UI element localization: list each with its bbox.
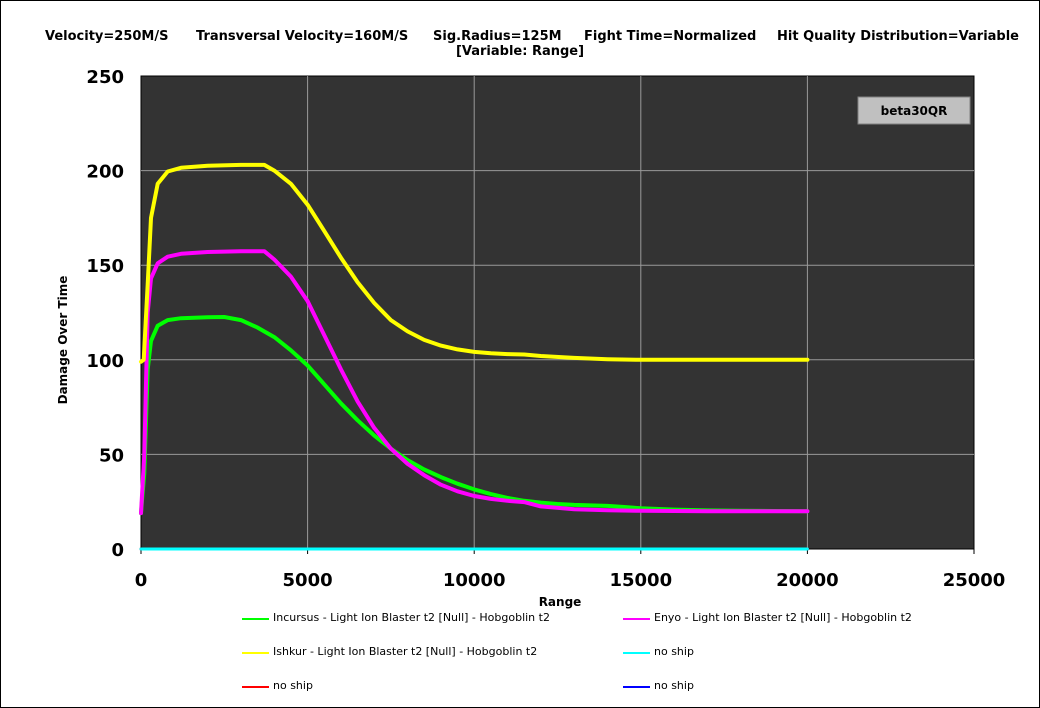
- x-tick-label: 15000: [609, 570, 672, 591]
- header-velocity: Velocity=250M/S: [45, 29, 169, 44]
- y-axis-label: Damage Over Time: [56, 276, 70, 405]
- legend-swatch: [623, 618, 650, 620]
- y-tick-label: 50: [99, 445, 124, 466]
- legend-label: no ship: [273, 679, 313, 692]
- header-fight-time: Fight Time=Normalized: [584, 29, 757, 44]
- legend-label: Incursus - Light Ion Blaster t2 [Null] -…: [273, 611, 550, 624]
- x-tick-label: 20000: [776, 570, 839, 591]
- y-tick-label: 100: [86, 351, 124, 372]
- plot-area: [140, 75, 975, 550]
- header-variable: [Variable: Range]: [455, 44, 585, 59]
- x-tick-label: 25000: [943, 570, 1006, 591]
- legend-swatch: [623, 686, 650, 688]
- x-tick-label: 5000: [283, 570, 333, 591]
- x-tick-label: 10000: [443, 570, 506, 591]
- legend-label: no ship: [654, 679, 694, 692]
- series-lines: [139, 162, 810, 551]
- annotation-label: beta30QR: [881, 104, 948, 118]
- y-tick-label: 0: [111, 540, 124, 561]
- series-line-2: [139, 249, 810, 516]
- y-tick-label: 150: [86, 256, 124, 277]
- legend-swatch: [623, 652, 650, 654]
- legend-swatch: [242, 686, 269, 688]
- legend-label: Enyo - Light Ion Blaster t2 [Null] - Hob…: [654, 611, 912, 624]
- legend-swatch: [242, 652, 269, 654]
- y-tick-label: 250: [86, 67, 124, 88]
- series-line-3: [139, 162, 810, 364]
- tick-labels: 0 50 100 150 200 250 0 5000 10000 15000 20000 25000: [86, 67, 1005, 591]
- annotation-box: [857, 96, 971, 125]
- y-tick-label: 200: [86, 162, 124, 183]
- legend-label: Ishkur - Light Ion Blaster t2 [Null] - H…: [273, 645, 538, 658]
- x-axis-label: Range: [539, 595, 582, 609]
- header-sig-radius: Sig.Radius=125M: [433, 29, 562, 44]
- legend-label: no ship: [654, 645, 694, 658]
- x-tick-label: 0: [135, 570, 148, 591]
- header-hit-quality: Hit Quality Distribution=Variable: [777, 29, 1019, 44]
- legend-swatch: [242, 618, 269, 620]
- header-transversal-velocity: Transversal Velocity=160M/S: [196, 29, 409, 44]
